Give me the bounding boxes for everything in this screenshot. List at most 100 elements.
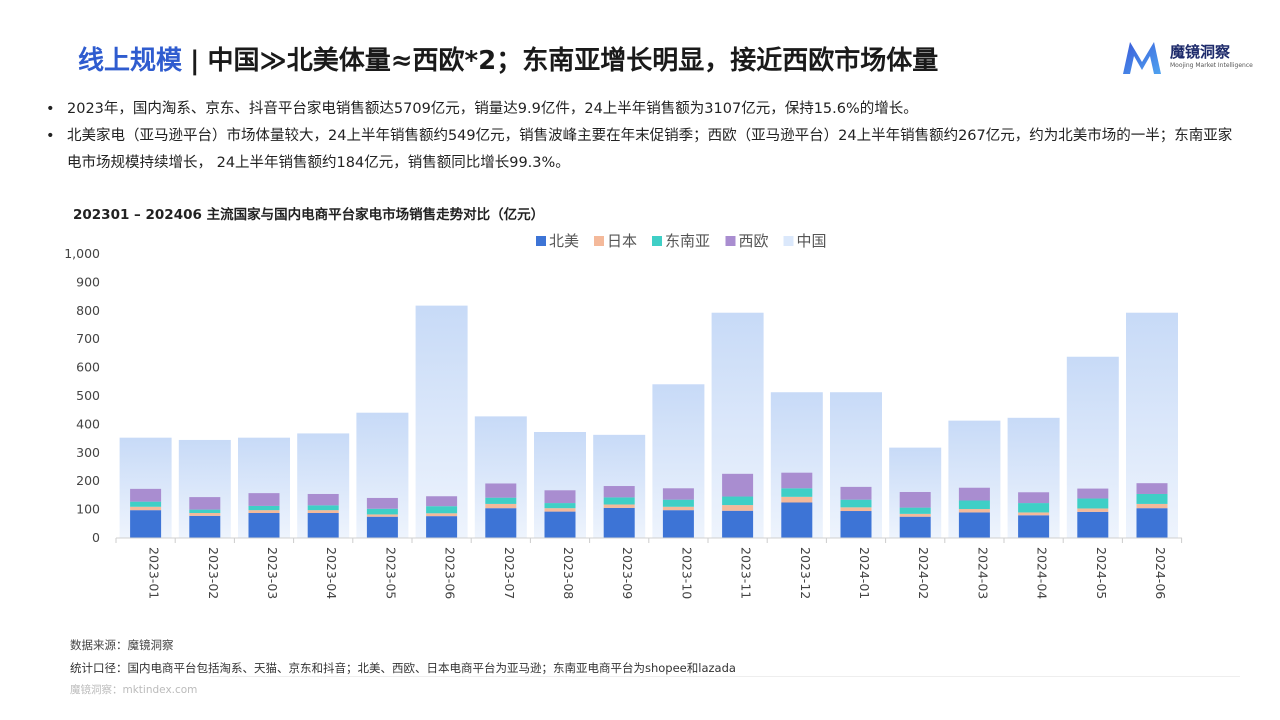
bar-segment-southeast-asia (603, 497, 635, 505)
x-tick-label: 2023-03 (265, 547, 280, 599)
bar-segment-western-europe (426, 496, 458, 507)
legend-china-swatch (783, 236, 794, 246)
x-tick-label: 2023-05 (383, 547, 398, 599)
bar-segment-southeast-asia (1077, 498, 1109, 509)
bar-segment-japan (662, 506, 694, 511)
bar-segment-north-america (307, 513, 339, 538)
y-tick-label: 300 (76, 445, 100, 460)
legend-southeast-asia-swatch (652, 236, 662, 246)
x-tick-label: 2023-11 (739, 547, 754, 599)
bar-segment-western-europe (130, 488, 162, 502)
legend-china-label: 中国 (797, 232, 827, 250)
bar-segment-southeast-asia (899, 507, 931, 514)
bar-segment-north-america (248, 513, 280, 538)
x-tick-label: 2024-06 (1153, 547, 1168, 599)
bar-segment-southeast-asia (781, 488, 813, 497)
bar-segment-japan (366, 514, 398, 517)
title-main: 中国≫北美体量≈西欧*2；东南亚增长明显，接近西欧市场体量 (207, 46, 939, 76)
y-tick-label: 900 (76, 274, 100, 289)
bar-segment-southeast-asia (189, 509, 221, 514)
x-tick-label: 2023-01 (147, 547, 162, 599)
bar-segment-southeast-asia (840, 499, 872, 508)
bar-segment-western-europe (307, 493, 339, 506)
legend-japan-swatch (594, 236, 604, 246)
bar-segment-western-europe (899, 491, 931, 508)
bar-segment-north-america (485, 508, 517, 538)
bar-segment-north-america (1136, 508, 1168, 538)
bar-segment-north-america (603, 507, 635, 538)
bar-segment-western-europe (366, 497, 398, 509)
bullet-dot: • (46, 101, 55, 117)
bar-segment-southeast-asia (662, 499, 694, 507)
bar-segment-southeast-asia (426, 506, 458, 514)
y-tick-label: 700 (76, 331, 100, 346)
bar-segment-japan (485, 503, 517, 509)
bar-segment-japan (426, 513, 458, 517)
bar-segment-north-america (840, 511, 872, 538)
bar-segment-north-america (722, 510, 754, 538)
x-tick-label: 2023-10 (679, 547, 694, 599)
bar-segment-japan (958, 509, 990, 513)
legend-north-america-swatch (536, 236, 546, 246)
bar-segment-japan (781, 496, 813, 503)
x-tick-label: 2023-06 (443, 547, 458, 599)
bar-segment-japan (899, 513, 931, 517)
bar-segment-north-america (130, 510, 162, 538)
x-tick-label: 2023-08 (561, 547, 576, 599)
legend-japan-label: 日本 (607, 232, 637, 250)
bar-segment-western-europe (603, 486, 635, 498)
bar-segment-western-europe (722, 473, 754, 497)
bullet-dot: • (46, 128, 55, 144)
bar-segment-western-europe (781, 472, 813, 489)
bar-segment-western-europe (544, 490, 576, 504)
footer-divider (210, 676, 1240, 677)
bar-segment-japan (307, 510, 339, 514)
y-tick-label: 200 (76, 473, 100, 488)
title-separator: | (190, 46, 200, 76)
bar-segment-north-america (781, 502, 813, 538)
bar-segment-southeast-asia (248, 505, 280, 511)
bullet-text: 2023年，国内淘系、京东、抖音平台家电销售额达5709亿元，销量达9.9亿件，… (67, 101, 918, 117)
bar-segment-japan (248, 510, 280, 514)
bar-segment-japan (840, 507, 872, 512)
data-source-note: 数据来源：魔镜洞察 (70, 638, 174, 652)
chart-title: 202301 – 202406 主流国家与国内电商平台家电市场销售走势对比（亿元… (73, 207, 545, 223)
bar-segment-north-america (1077, 511, 1109, 538)
scope-note: 统计口径：国内电商平台包括淘系、天猫、京东和抖音；北美、西欧、日本电商平台为亚马… (70, 661, 736, 675)
bar-segment-japan (1018, 512, 1050, 516)
bar-segment-north-america (189, 515, 221, 538)
watermark-text: 魔镜洞察：mktindex.com (70, 684, 198, 696)
bar-segment-southeast-asia (485, 497, 517, 504)
bullet-item: • 北美家电（亚马逊平台）市场体量较大，24上半年销售额约549亿元，销售波峰主… (46, 123, 1246, 177)
bar-segment-southeast-asia (307, 505, 339, 511)
bar-segment-japan (544, 508, 576, 512)
legend-southeast-asia-label: 东南亚 (665, 232, 710, 250)
bar-segment-western-europe (1018, 492, 1050, 504)
summary-bullets: • 2023年，国内淘系、京东、抖音平台家电销售额达5709亿元，销量达9.9亿… (46, 96, 1246, 177)
x-tick-label: 2023-02 (206, 547, 221, 599)
y-tick-label: 500 (76, 388, 100, 403)
legend-western-europe-label: 西欧 (739, 232, 769, 250)
bar-segment-north-america (426, 516, 458, 538)
bar-segment-southeast-asia (544, 503, 576, 509)
brand-logo-icon (1123, 42, 1161, 74)
bullet-item: • 2023年，国内淘系、京东、抖音平台家电销售额达5709亿元，销量达9.9亿… (46, 96, 1246, 123)
bar-segment-western-europe (189, 497, 221, 510)
x-tick-label: 2023-07 (502, 547, 517, 599)
bar-segment-southeast-asia (1136, 493, 1168, 504)
bar-segment-japan (1077, 508, 1109, 512)
bar-segment-japan (130, 506, 162, 511)
bar-segment-north-america (958, 512, 990, 538)
bar-segment-western-europe (1136, 483, 1168, 494)
bar-segment-western-europe (485, 483, 517, 498)
x-tick-label: 2024-02 (916, 547, 931, 599)
bar-segment-southeast-asia (958, 500, 990, 510)
bar-segment-japan (1136, 503, 1168, 509)
y-tick-label: 800 (76, 303, 100, 318)
bar-segment-north-america (366, 516, 398, 538)
bar-segment-southeast-asia (722, 496, 754, 506)
bullet-text: 北美家电（亚马逊平台）市场体量较大，24上半年销售额约549亿元，销售波峰主要在… (67, 128, 1233, 171)
bar-segment-southeast-asia (130, 501, 162, 507)
bar-segment-southeast-asia (1018, 503, 1050, 513)
bar-segment-western-europe (662, 488, 694, 500)
